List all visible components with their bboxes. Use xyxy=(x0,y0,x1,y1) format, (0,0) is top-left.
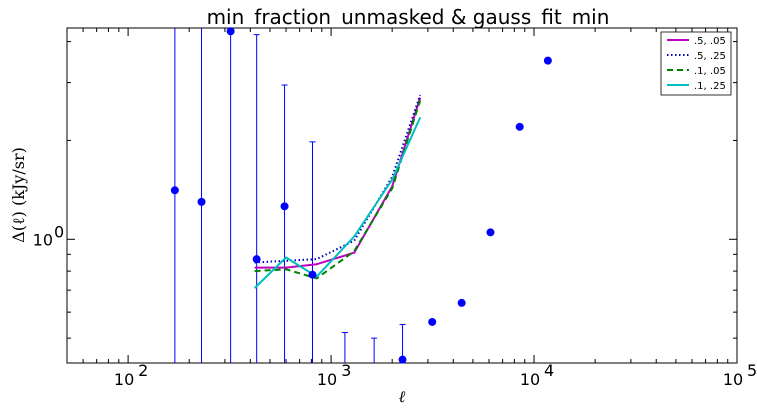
data-point xyxy=(170,186,179,195)
data-point xyxy=(457,298,466,307)
data-point xyxy=(197,197,206,206)
legend-label: .5, .25 xyxy=(694,51,726,62)
y-minor-ticks xyxy=(67,41,737,339)
series-lines xyxy=(253,94,422,289)
data-point xyxy=(486,228,495,237)
y-tick-label: 10 xyxy=(33,230,53,249)
x-tick-exponent: 2 xyxy=(138,361,148,380)
data-point xyxy=(252,255,261,264)
data-point xyxy=(308,270,317,279)
data-point xyxy=(226,27,235,36)
x-axis-ticks: 10 2 10 3 10 4 10 5 xyxy=(66,28,757,389)
legend-label: .5, .05 xyxy=(694,36,726,47)
x-tick-label: 10 xyxy=(114,370,134,389)
x-tick-exponent: 3 xyxy=(341,361,351,380)
legend-label: .1, .05 xyxy=(694,66,726,77)
x-tick-exponent: 4 xyxy=(544,361,554,380)
x-tick-label: 10 xyxy=(520,370,540,389)
legend: .5, .05 .5, .25 .1, .05 .1, .25 xyxy=(660,31,732,96)
plot-area xyxy=(66,27,738,364)
error-bars xyxy=(174,28,406,363)
y-tick-exponent: 0 xyxy=(54,222,64,241)
data-point xyxy=(280,202,289,211)
legend-label: .1, .25 xyxy=(694,81,726,92)
y-axis-ticks: 10 0 xyxy=(33,222,65,249)
data-point xyxy=(398,355,407,364)
chart-title: min_fraction_unmasked & gauss_fit_min xyxy=(207,5,610,29)
data-point xyxy=(428,317,437,326)
x-tick-exponent: 5 xyxy=(747,361,757,380)
data-point xyxy=(543,56,552,65)
x-tick-label: 10 xyxy=(723,370,743,389)
data-points xyxy=(170,27,552,364)
series-line-2 xyxy=(254,94,422,264)
y-axis-label: Δ(ℓ) (kJy/sr) xyxy=(9,147,28,243)
x-tick-label: 10 xyxy=(317,370,337,389)
series-line-4 xyxy=(253,116,422,289)
data-point xyxy=(515,122,524,131)
x-axis-label: ℓ xyxy=(399,387,406,406)
